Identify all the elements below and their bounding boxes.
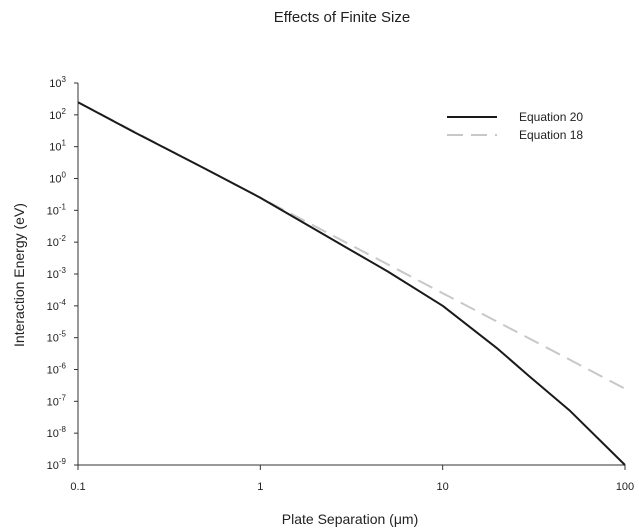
y-tick-base: 10 xyxy=(47,396,59,408)
y-tick-label: 102 xyxy=(49,107,66,122)
legend: Equation 20 Equation 18 xyxy=(447,110,583,142)
plot-lines xyxy=(77,101,626,466)
y-tick-base: 10 xyxy=(49,142,61,154)
y-tick-exponent: -9 xyxy=(59,457,67,466)
y-tick-exponent: -8 xyxy=(59,425,67,434)
y-axis-label: Interaction Energy (eV) xyxy=(11,203,27,347)
x-axis-label: Plate Separation (μm) xyxy=(282,511,418,527)
y-tick-exponent: 1 xyxy=(62,139,67,148)
legend-label: Equation 18 xyxy=(519,128,583,142)
chart-title: Effects of Finite Size xyxy=(274,9,410,26)
series-line-1 xyxy=(77,101,626,466)
y-tick-label: 10-8 xyxy=(47,425,67,440)
y-tick-base: 10 xyxy=(47,460,59,472)
y-tick-base: 10 xyxy=(49,174,61,186)
x-tick-label: 1 xyxy=(257,481,263,493)
y-tick-base: 10 xyxy=(49,78,61,90)
y-tick-exponent: -3 xyxy=(59,266,67,275)
y-tick-exponent: 3 xyxy=(62,75,67,84)
y-tick-base: 10 xyxy=(47,428,59,440)
y-ticks: 10310210110010-110-210-310-410-510-610-7… xyxy=(47,75,78,472)
y-tick-exponent: 2 xyxy=(62,107,67,116)
y-tick-base: 10 xyxy=(49,110,61,122)
y-tick-exponent: -2 xyxy=(59,234,67,243)
y-tick-label: 10-6 xyxy=(47,362,67,377)
y-tick-base: 10 xyxy=(47,237,59,249)
y-tick-label: 10-9 xyxy=(47,457,67,472)
y-tick-label: 10-7 xyxy=(47,393,67,408)
y-tick-exponent: -6 xyxy=(59,362,67,371)
y-tick-exponent: -4 xyxy=(59,298,67,307)
y-tick-label: 10-4 xyxy=(47,298,67,313)
y-tick-exponent: -7 xyxy=(59,393,67,402)
y-tick-base: 10 xyxy=(47,205,59,217)
y-tick-label: 101 xyxy=(49,139,66,154)
y-tick-base: 10 xyxy=(47,365,59,377)
y-tick-label: 10-1 xyxy=(47,202,67,217)
y-tick-label: 103 xyxy=(49,75,66,90)
y-tick-exponent: 0 xyxy=(62,171,67,180)
y-tick-label: 10-5 xyxy=(47,330,67,345)
y-tick-label: 100 xyxy=(49,171,66,186)
y-tick-label: 10-3 xyxy=(47,266,67,281)
y-tick-base: 10 xyxy=(47,301,59,313)
legend-label: Equation 20 xyxy=(519,110,583,124)
y-tick-exponent: -1 xyxy=(59,202,67,211)
y-tick-label: 10-2 xyxy=(47,234,67,249)
y-tick-exponent: -5 xyxy=(59,330,67,339)
y-tick-base: 10 xyxy=(47,269,59,281)
x-tick-label: 100 xyxy=(616,481,634,493)
x-tick-label: 0.1 xyxy=(70,481,85,493)
x-ticks: 0.1 1 10 100 xyxy=(70,465,634,493)
x-tick-label: 10 xyxy=(437,481,449,493)
y-tick-base: 10 xyxy=(47,333,59,345)
